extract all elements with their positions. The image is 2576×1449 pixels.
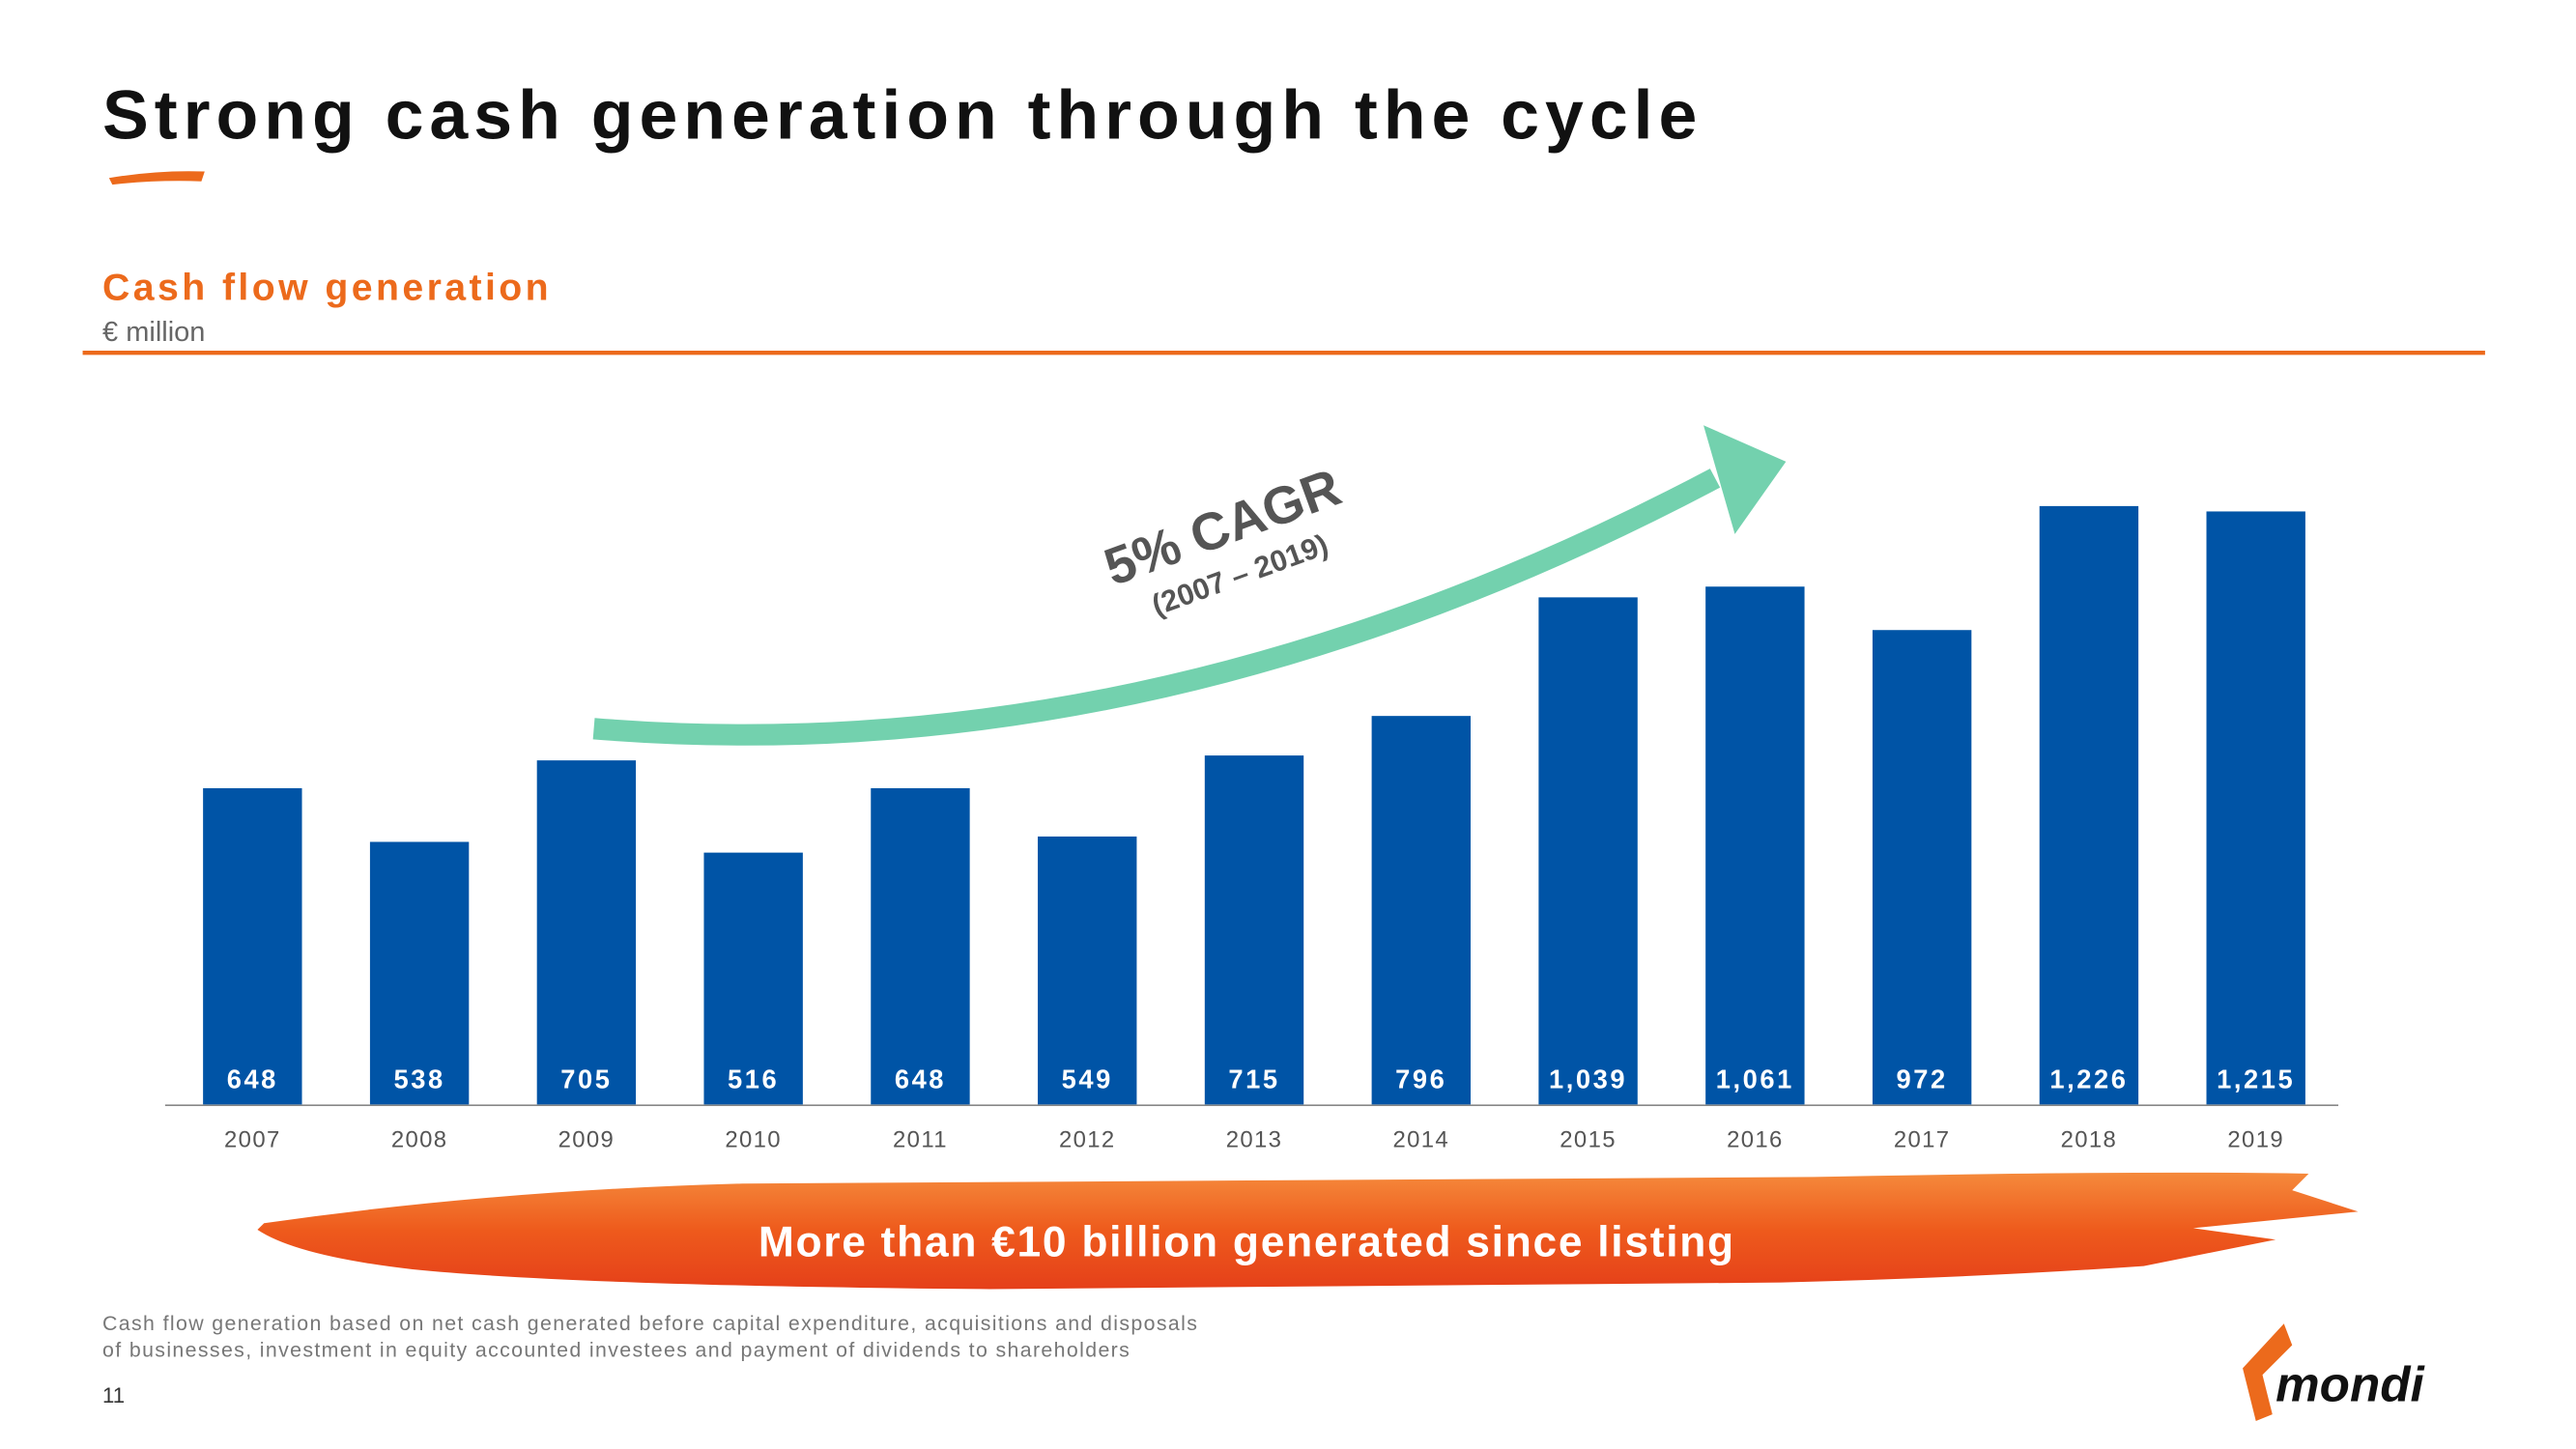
bar: [1038, 836, 1137, 1105]
x-tick-label: 2016: [1727, 1127, 1784, 1153]
x-tick-label: 2012: [1059, 1127, 1116, 1153]
value-label: 972: [1897, 1064, 1948, 1094]
value-label: 1,226: [2049, 1064, 2128, 1094]
value-label: 715: [1228, 1064, 1279, 1094]
value-label: 648: [895, 1064, 946, 1094]
x-tick-label: 2007: [224, 1127, 281, 1153]
logo: mondi: [2275, 1357, 2425, 1412]
x-tick-label: 2011: [893, 1127, 948, 1153]
value-label: 705: [560, 1064, 612, 1094]
slide-title: Strong cash generation through the cycle: [102, 76, 1703, 154]
bar: [1538, 597, 1638, 1105]
page-number: 11: [102, 1383, 125, 1407]
chart-unit: € million: [102, 317, 205, 348]
bar: [2206, 511, 2305, 1105]
x-tick-label: 2019: [2227, 1127, 2284, 1153]
cagr-arrow-head: [1703, 425, 1787, 534]
bar: [203, 787, 302, 1105]
bar: [369, 841, 470, 1105]
bar: [1371, 716, 1471, 1105]
value-label: 1,215: [2217, 1064, 2295, 1094]
x-tick-label: 2010: [725, 1127, 782, 1153]
logo-mark: [2243, 1323, 2293, 1421]
x-tick-label: 2014: [1393, 1127, 1450, 1153]
footnote: Cash flow generation based on net cash g…: [102, 1312, 1198, 1335]
cagr-annotation: 5% CAGR (2007 – 2019): [1097, 458, 1348, 623]
value-label: 538: [393, 1064, 444, 1094]
bar: [703, 852, 803, 1105]
x-tick-label: 2017: [1894, 1127, 1951, 1153]
bar: [1204, 755, 1304, 1105]
bar: [1705, 586, 1805, 1105]
x-tick-label: 2015: [1560, 1127, 1617, 1153]
value-label: 549: [1062, 1064, 1113, 1094]
value-label: 796: [1395, 1064, 1446, 1094]
value-label: 1,061: [1716, 1064, 1794, 1094]
x-tick-label: 2018: [2061, 1127, 2118, 1153]
chart-title: Cash flow generation: [102, 267, 552, 309]
title-underline: [108, 171, 205, 185]
bar: [871, 787, 970, 1105]
banner-brush: [257, 1172, 2359, 1290]
x-tick-label: 2009: [558, 1127, 615, 1153]
x-tick-label: 2013: [1226, 1127, 1283, 1153]
footnote: of businesses, investment in equity acco…: [102, 1338, 1131, 1361]
bar: [536, 760, 637, 1105]
bars: 648 2007 538 2008 705 2009 516 2010 648 2011 549 20…: [203, 505, 2305, 1153]
value-label: 648: [227, 1064, 278, 1094]
bar: [2039, 505, 2139, 1105]
bar: [1872, 630, 1972, 1105]
value-label: 516: [728, 1064, 779, 1094]
cagr-arrow: [592, 469, 1721, 746]
banner-text: More than €10 billion generated since li…: [758, 1218, 1735, 1265]
x-tick-label: 2008: [391, 1127, 448, 1153]
value-label: 1,039: [1549, 1064, 1627, 1094]
